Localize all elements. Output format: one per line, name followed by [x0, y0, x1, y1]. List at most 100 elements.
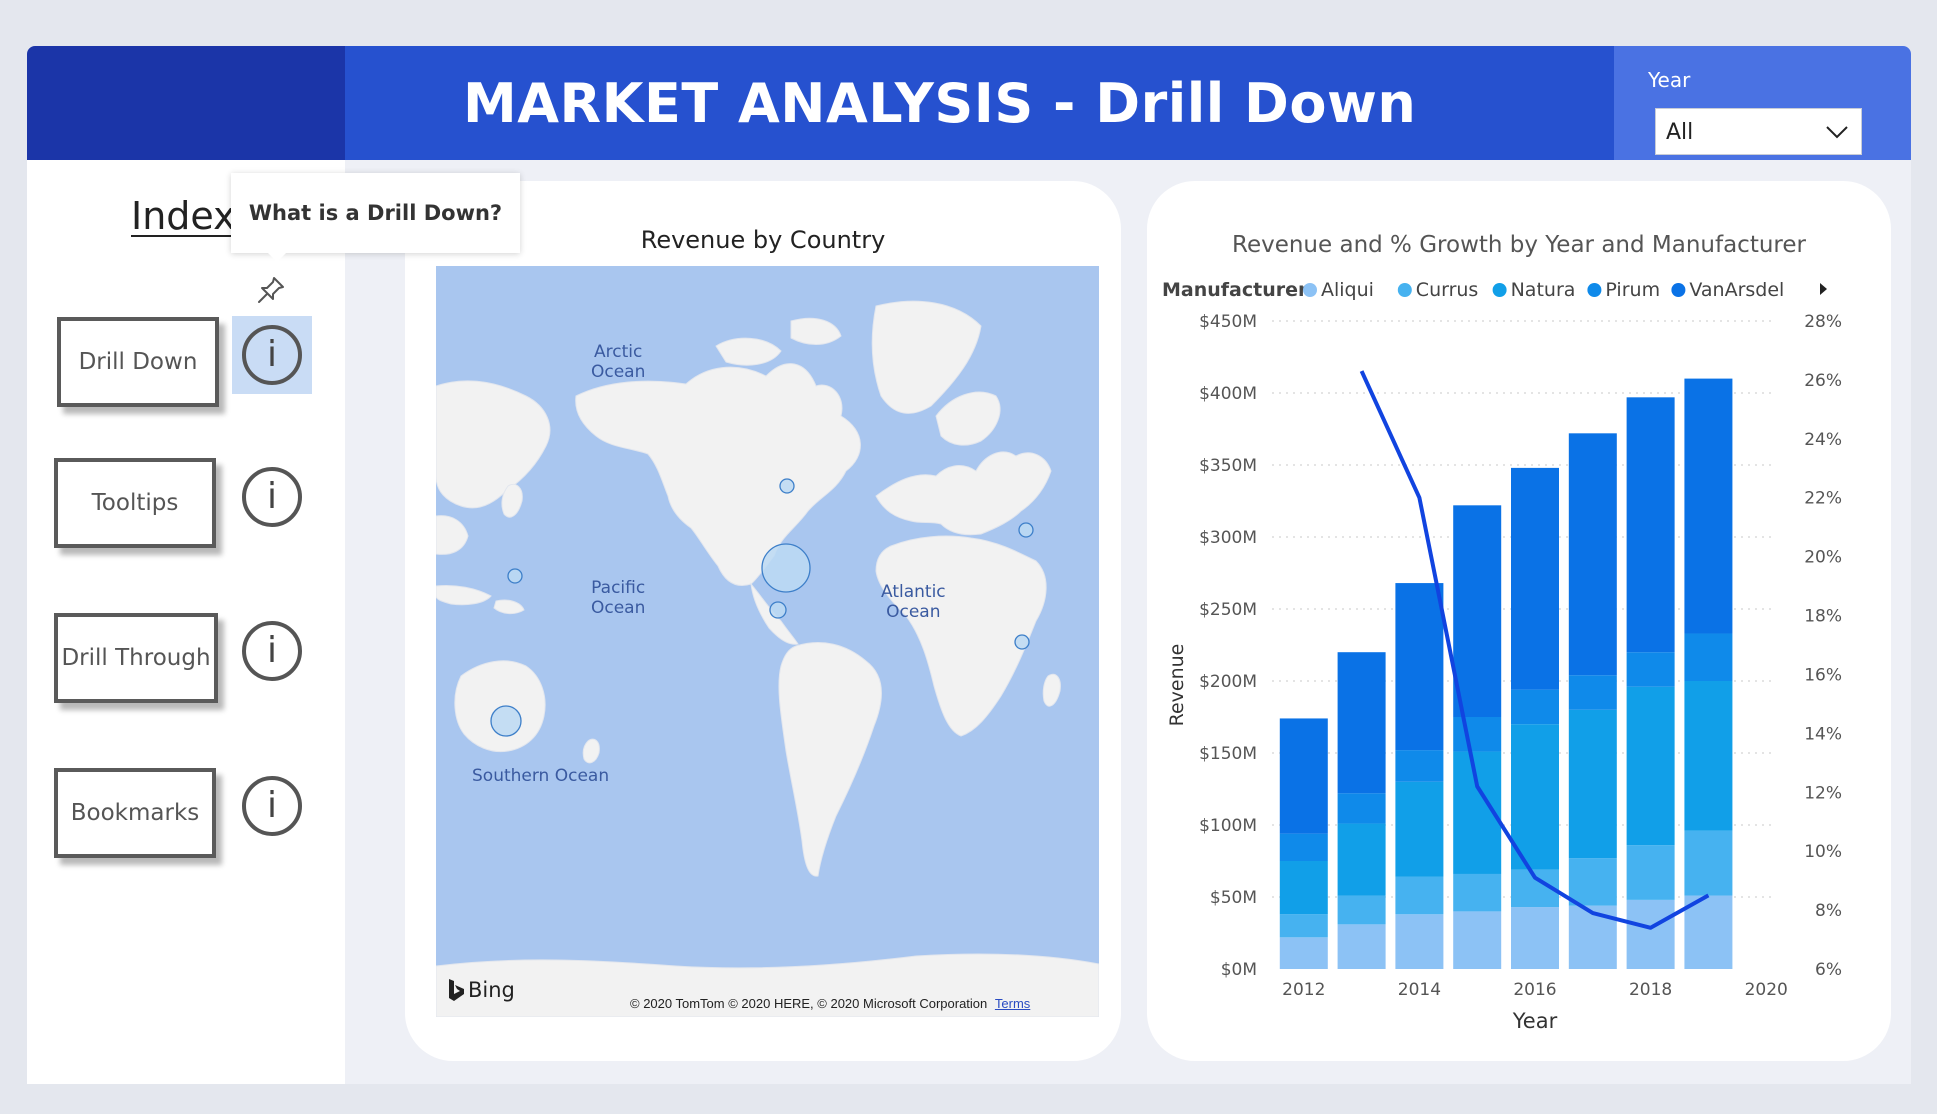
y2-tick-label: 8%: [1815, 901, 1842, 921]
bing-label: Bing: [468, 978, 515, 1002]
bar-aliqui-2013[interactable]: [1337, 924, 1386, 969]
map-bubble-nigeria[interactable]: [1014, 634, 1030, 650]
map-bubble-japan[interactable]: [507, 568, 523, 584]
map-terms-link[interactable]: Terms: [994, 996, 1031, 1011]
drill-through-button[interactable]: Drill Through: [54, 613, 218, 703]
bar-currus-2014[interactable]: [1395, 876, 1444, 915]
y-tick-label: $200M: [1199, 672, 1257, 692]
x-axis-label: Year: [1512, 1009, 1558, 1033]
y-tick-label: $0M: [1221, 960, 1257, 980]
bar-vanarsdel-2018[interactable]: [1626, 397, 1675, 653]
map-land: [436, 300, 1099, 1017]
info-icon[interactable]: i: [242, 621, 302, 681]
bar-pirum-2014[interactable]: [1395, 750, 1444, 782]
y-axis-label: Revenue: [1166, 644, 1188, 727]
bar-pirum-2017[interactable]: [1568, 675, 1617, 710]
tooltips-button[interactable]: Tooltips: [54, 458, 216, 548]
revenue-map[interactable]: Arctic Ocean Pacific Ocean Atlantic Ocean S…: [436, 266, 1099, 1017]
y-tick-label: $150M: [1199, 744, 1257, 764]
bar-vanarsdel-2015[interactable]: [1453, 505, 1502, 717]
bar-currus-2015[interactable]: [1453, 873, 1502, 912]
bing-logo: Bing: [446, 978, 515, 1002]
bar-vanarsdel-2019[interactable]: [1684, 378, 1733, 634]
bar-natura-2016[interactable]: [1511, 724, 1560, 870]
bar-aliqui-2019[interactable]: [1684, 895, 1733, 969]
bar-natura-2014[interactable]: [1395, 781, 1444, 877]
legend-item-natura: Natura: [1511, 279, 1576, 301]
y2-tick-label: 14%: [1804, 724, 1842, 744]
legend-item-vanarsdel: VanArsdel: [1689, 279, 1784, 301]
map-bubble-europe[interactable]: [1018, 522, 1034, 538]
page-title: MARKET ANALYSIS - Drill Down: [463, 72, 1417, 135]
bar-vanarsdel-2013[interactable]: [1337, 652, 1386, 794]
y2-tick-label: 18%: [1804, 607, 1842, 627]
x-tick-label: 2014: [1398, 980, 1441, 1000]
bar-pirum-2018[interactable]: [1626, 652, 1675, 687]
legend-swatch-pirum: [1587, 283, 1602, 297]
bar-natura-2019[interactable]: [1684, 681, 1733, 831]
bar-natura-2012[interactable]: [1279, 861, 1328, 915]
info-icon[interactable]: i: [242, 467, 302, 527]
map-bubble-canada[interactable]: [779, 478, 795, 494]
bar-pirum-2013[interactable]: [1337, 793, 1386, 824]
y2-tick-label: 24%: [1804, 430, 1842, 450]
legend-swatch-natura: [1492, 283, 1507, 297]
info-icon[interactable]: i: [242, 776, 302, 836]
bar-natura-2013[interactable]: [1337, 823, 1386, 896]
bar-vanarsdel-2016[interactable]: [1511, 467, 1560, 690]
bar-aliqui-2015[interactable]: [1453, 911, 1502, 969]
y-tick-label: $300M: [1199, 528, 1257, 548]
x-tick-label: 2020: [1745, 980, 1788, 1000]
revenue-growth-chart[interactable]: Revenue and % Growth by Year and Manufac…: [1147, 181, 1891, 1061]
map-bubble-australia[interactable]: [490, 705, 522, 737]
bar-currus-2017[interactable]: [1568, 858, 1617, 906]
bar-pirum-2019[interactable]: [1684, 633, 1733, 681]
bookmarks-button[interactable]: Bookmarks: [54, 768, 216, 858]
map-copyright-text: © 2020 TomTom © 2020 HERE, © 2020 Micros…: [630, 996, 988, 1011]
bar-aliqui-2016[interactable]: [1511, 907, 1560, 969]
map-bubble-usa[interactable]: [761, 543, 811, 593]
bar-vanarsdel-2012[interactable]: [1279, 718, 1328, 834]
bar-aliqui-2018[interactable]: [1626, 899, 1675, 969]
bar-pirum-2015[interactable]: [1453, 717, 1502, 752]
legend-item-aliqui: Aliqui: [1321, 279, 1374, 301]
bar-currus-2013[interactable]: [1337, 895, 1386, 925]
x-tick-label: 2018: [1629, 980, 1672, 1000]
x-tick-label: 2016: [1513, 980, 1556, 1000]
index-title: Index: [131, 194, 236, 238]
report-canvas: MARKET ANALYSIS - Drill Down Year All In…: [27, 46, 1911, 1084]
bar-currus-2012[interactable]: [1279, 914, 1328, 938]
y2-tick-label: 12%: [1804, 783, 1842, 803]
map-bubble-mexico[interactable]: [769, 601, 787, 619]
y-tick-label: $50M: [1210, 888, 1257, 908]
year-dropdown[interactable]: All: [1655, 108, 1862, 155]
chart-title: Revenue and % Growth by Year and Manufac…: [1232, 232, 1807, 258]
bar-vanarsdel-2017[interactable]: [1568, 433, 1617, 676]
legend-next-arrow[interactable]: [1820, 283, 1827, 295]
bar-pirum-2016[interactable]: [1511, 689, 1560, 725]
legend-swatch-currus: [1397, 283, 1412, 297]
drill-down-button[interactable]: Drill Down: [57, 317, 219, 407]
bar-natura-2018[interactable]: [1626, 686, 1675, 846]
x-tick-label: 2012: [1282, 980, 1325, 1000]
legend-swatch-aliqui: [1303, 283, 1317, 297]
bar-pirum-2012[interactable]: [1279, 833, 1328, 861]
y2-tick-label: 26%: [1804, 371, 1842, 391]
bar-vanarsdel-2014[interactable]: [1395, 583, 1444, 751]
bar-aliqui-2012[interactable]: [1279, 937, 1328, 969]
tooltip-arrow: [267, 252, 287, 262]
bar-currus-2018[interactable]: [1626, 845, 1675, 900]
bar-aliqui-2014[interactable]: [1395, 914, 1444, 969]
info-icon[interactable]: i: [242, 325, 302, 385]
bar-natura-2017[interactable]: [1568, 709, 1617, 859]
y2-tick-label: 16%: [1804, 665, 1842, 685]
legend-item-pirum: Pirum: [1605, 279, 1660, 301]
ocean-label-pacific: Pacific Ocean: [591, 578, 646, 618]
y2-tick-label: 10%: [1804, 842, 1842, 862]
growth-line[interactable]: [1359, 370, 1710, 930]
bar-currus-2019[interactable]: [1684, 830, 1733, 896]
header-logo-area: [27, 46, 345, 160]
bing-icon: [449, 979, 464, 1001]
bar-aliqui-2017[interactable]: [1568, 905, 1617, 969]
pin-icon[interactable]: [255, 274, 287, 306]
